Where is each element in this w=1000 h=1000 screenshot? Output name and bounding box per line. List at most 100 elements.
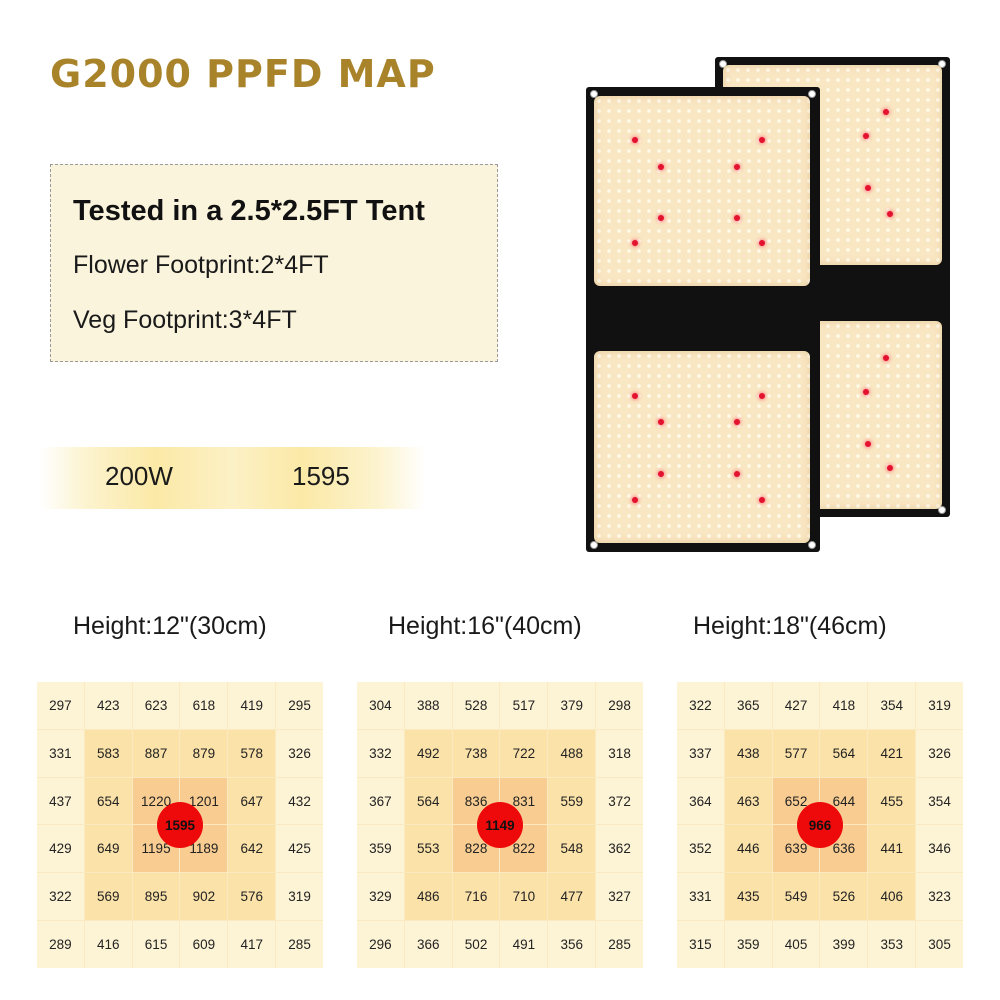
- ppfd-cell: 362: [596, 825, 643, 873]
- ppfd-cell: 326: [916, 729, 963, 777]
- center-ppfd-16in: 1149: [477, 802, 523, 848]
- ppfd-cell: 364: [677, 777, 724, 825]
- ppfd-cell: 298: [596, 682, 643, 729]
- ppfd-cell: 549: [772, 873, 820, 921]
- ppfd-cell: 297: [37, 682, 84, 729]
- ppfd-cell: 329: [357, 873, 404, 921]
- red-led: [759, 497, 765, 503]
- ppfd-cell: 435: [724, 873, 772, 921]
- red-led: [632, 393, 638, 399]
- ppfd-cell: 528: [452, 682, 500, 729]
- ppfd-cell: 359: [357, 825, 404, 873]
- ppfd-cell: 417: [228, 921, 276, 968]
- tent-size-heading: Tested in a 2.5*2.5FT Tent: [73, 195, 425, 227]
- map-title-16in: Height:16"(40cm): [388, 612, 582, 640]
- ppfd-cell: 441: [868, 825, 916, 873]
- ppfd-cell: 716: [452, 873, 500, 921]
- ppfd-cell: 388: [404, 682, 452, 729]
- ppfd-cell: 564: [820, 729, 868, 777]
- ppfd-cell: 372: [596, 777, 643, 825]
- ppfd-cell: 352: [677, 825, 724, 873]
- ppfd-cell: 455: [868, 777, 916, 825]
- red-led: [734, 164, 740, 170]
- ppfd-cell: 285: [276, 921, 323, 968]
- ppfd-cell: 354: [868, 682, 916, 729]
- ppfd-cell: 318: [596, 729, 643, 777]
- red-led: [759, 393, 765, 399]
- red-led: [865, 185, 871, 191]
- ppfd-cell: 895: [132, 873, 180, 921]
- ppfd-cell: 576: [228, 873, 276, 921]
- ppfd-cell: 615: [132, 921, 180, 968]
- ppfd-cell: 623: [132, 682, 180, 729]
- ppfd-cell: 331: [37, 729, 84, 777]
- ppfd-cell: 319: [276, 873, 323, 921]
- map-title-12in: Height:12"(30cm): [73, 612, 267, 640]
- ppfd-cell: 289: [37, 921, 84, 968]
- ppfd-cell: 517: [500, 682, 548, 729]
- ppfd-cell: 416: [84, 921, 132, 968]
- page-title: G2000 PPFD MAP: [50, 52, 436, 96]
- ppfd-cell: 446: [724, 825, 772, 873]
- ppfd-cell: 322: [37, 873, 84, 921]
- ppfd-cell: 315: [677, 921, 724, 968]
- red-led: [883, 355, 889, 361]
- led-board: [594, 351, 810, 543]
- mount-hole: [808, 541, 816, 549]
- red-led: [759, 137, 765, 143]
- ppfd-cell: 738: [452, 729, 500, 777]
- red-led: [734, 419, 740, 425]
- red-led: [863, 133, 869, 139]
- ppfd-cell: 437: [37, 777, 84, 825]
- ppfd-cell: 296: [357, 921, 404, 968]
- ppfd-cell: 578: [228, 729, 276, 777]
- ppfd-cell: 327: [596, 873, 643, 921]
- ppfd-cell: 356: [548, 921, 596, 968]
- ppfd-cell: 902: [180, 873, 228, 921]
- red-led: [658, 215, 664, 221]
- ppfd-cell: 304: [357, 682, 404, 729]
- red-led: [863, 389, 869, 395]
- red-led: [632, 497, 638, 503]
- flower-footprint: Flower Footprint:2*4FT: [73, 251, 329, 279]
- ppfd-cell: 367: [357, 777, 404, 825]
- ppfd-cell: 346: [916, 825, 963, 873]
- max-ppfd: 1595: [292, 461, 350, 491]
- ppfd-cell: 647: [228, 777, 276, 825]
- ppfd-cell: 359: [724, 921, 772, 968]
- ppfd-cell: 618: [180, 682, 228, 729]
- ppfd-cell: 569: [84, 873, 132, 921]
- ppfd-cell: 477: [548, 873, 596, 921]
- ppfd-cell: 423: [84, 682, 132, 729]
- ppfd-cell: 722: [500, 729, 548, 777]
- ppfd-cell: 526: [820, 873, 868, 921]
- ppfd-cell: 418: [820, 682, 868, 729]
- ppfd-cell: 406: [868, 873, 916, 921]
- ppfd-cell: 405: [772, 921, 820, 968]
- ppfd-cell: 353: [868, 921, 916, 968]
- red-led: [734, 471, 740, 477]
- mount-hole: [808, 90, 816, 98]
- ppfd-cell: 492: [404, 729, 452, 777]
- red-led: [734, 215, 740, 221]
- ppfd-cell: 654: [84, 777, 132, 825]
- ppfd-cell: 295: [276, 682, 323, 729]
- ppfd-cell: 463: [724, 777, 772, 825]
- ppfd-cell: 609: [180, 921, 228, 968]
- ppfd-cell: 642: [228, 825, 276, 873]
- ppfd-cell: 366: [404, 921, 452, 968]
- red-led: [759, 240, 765, 246]
- ppfd-cell: 326: [276, 729, 323, 777]
- red-led: [658, 471, 664, 477]
- red-led: [658, 419, 664, 425]
- power-watt: 200W: [105, 461, 173, 491]
- red-led: [865, 441, 871, 447]
- ppfd-cell: 502: [452, 921, 500, 968]
- veg-footprint: Veg Footprint:3*4FT: [73, 306, 297, 334]
- red-led: [632, 240, 638, 246]
- ppfd-cell: 331: [677, 873, 724, 921]
- ppfd-cell: 429: [37, 825, 84, 873]
- led-board: [594, 96, 810, 286]
- ppfd-cell: 419: [228, 682, 276, 729]
- ppfd-cell: 399: [820, 921, 868, 968]
